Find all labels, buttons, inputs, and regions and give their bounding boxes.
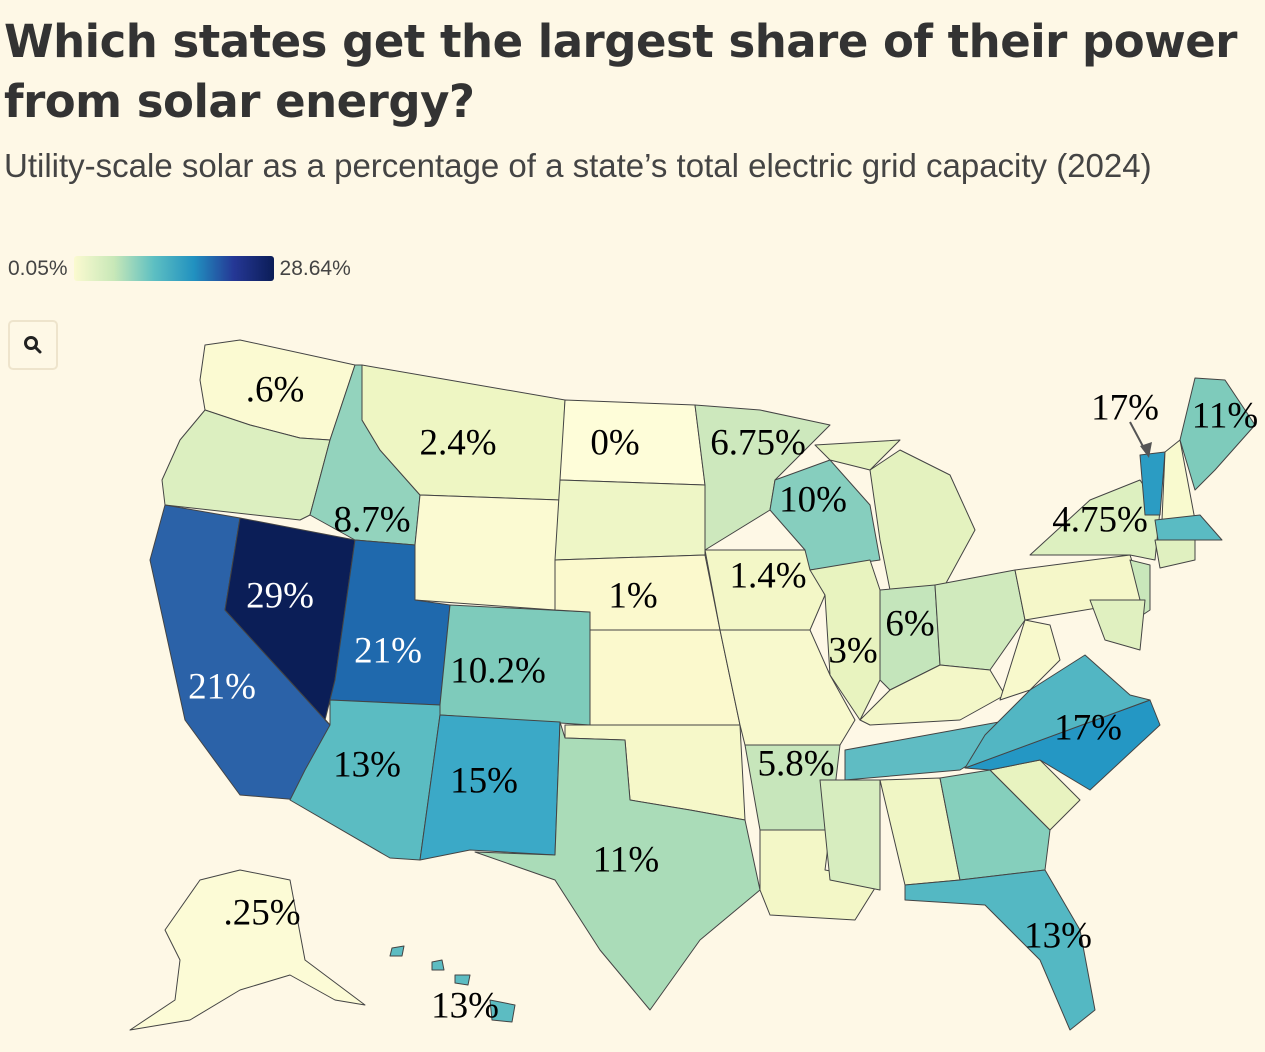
state-tx[interactable]	[474, 721, 761, 1011]
state-value-label: 1.4%	[729, 555, 807, 597]
search-icon	[24, 336, 42, 354]
state-wv[interactable]	[999, 619, 1061, 701]
state-vt[interactable]	[1139, 451, 1166, 516]
state-value-label: 21%	[188, 666, 256, 708]
state-hi[interactable]	[489, 999, 516, 1023]
state-value-label: 15%	[450, 760, 518, 802]
state-hi[interactable]	[431, 959, 445, 971]
state-hi[interactable]	[389, 945, 405, 957]
state-wy[interactable]	[414, 494, 561, 611]
state-value-label: 21%	[354, 630, 422, 672]
state-hi[interactable]	[454, 974, 471, 986]
state-value-label: 10%	[779, 479, 847, 521]
state-value-label: 4.75%	[1052, 499, 1148, 541]
state-md[interactable]	[1089, 599, 1146, 651]
state-az[interactable]	[289, 699, 441, 861]
state-value-label: 17%	[1091, 387, 1159, 429]
legend-max: 28.64%	[279, 256, 351, 280]
state-ga[interactable]	[939, 769, 1051, 881]
state-value-label: 13%	[333, 744, 401, 786]
state-value-label: 6%	[885, 603, 935, 645]
state-value-label: 2.4%	[419, 422, 497, 464]
state-il[interactable]	[809, 559, 881, 721]
state-sd[interactable]	[554, 479, 706, 561]
state-value-label: 13%	[431, 985, 499, 1027]
state-value-label: 29%	[246, 575, 314, 617]
state-mi[interactable]	[869, 449, 976, 591]
state-value-label: 17%	[1054, 707, 1122, 749]
state-ms[interactable]	[819, 779, 881, 891]
state-ky[interactable]	[859, 664, 1006, 726]
state-value-label: 3%	[828, 630, 878, 672]
state-value-label: .25%	[223, 892, 301, 934]
state-ks[interactable]	[589, 629, 741, 726]
state-me[interactable]	[1179, 377, 1256, 491]
state-or[interactable]	[161, 409, 331, 521]
color-legend: 0.05% 28.64%	[8, 256, 351, 281]
state-nm[interactable]	[419, 714, 561, 861]
state-ma[interactable]	[1154, 514, 1223, 541]
state-value-label: 1%	[608, 575, 658, 617]
state-mo[interactable]	[719, 629, 856, 746]
state-fl[interactable]	[904, 869, 1096, 1031]
state-ct[interactable]	[1154, 539, 1196, 569]
state-value-label: 13%	[1024, 915, 1092, 957]
state-value-label: .6%	[245, 369, 305, 411]
state-ak[interactable]	[129, 869, 366, 1031]
state-value-label: 5.8%	[757, 743, 835, 785]
page-title: Which states get the largest share of th…	[4, 15, 1237, 128]
state-ia[interactable]	[704, 549, 826, 631]
state-oh[interactable]	[934, 569, 1026, 671]
page-subtitle: Utility-scale solar as a percentage of a…	[4, 147, 1152, 184]
state-value-label: 11%	[592, 839, 660, 881]
callout-arrow-head	[1140, 442, 1152, 458]
state-value-label: 0%	[590, 422, 640, 464]
legend-gradient-bar	[73, 256, 274, 281]
state-value-label: 10.2%	[450, 650, 546, 692]
state-value-label: 8.7%	[333, 499, 411, 541]
legend-min: 0.05%	[8, 256, 68, 280]
search-button[interactable]	[8, 320, 58, 370]
state-value-label: 11%	[1191, 395, 1259, 437]
state-mi[interactable]	[814, 439, 901, 471]
state-value-label: 6.75%	[710, 422, 806, 464]
